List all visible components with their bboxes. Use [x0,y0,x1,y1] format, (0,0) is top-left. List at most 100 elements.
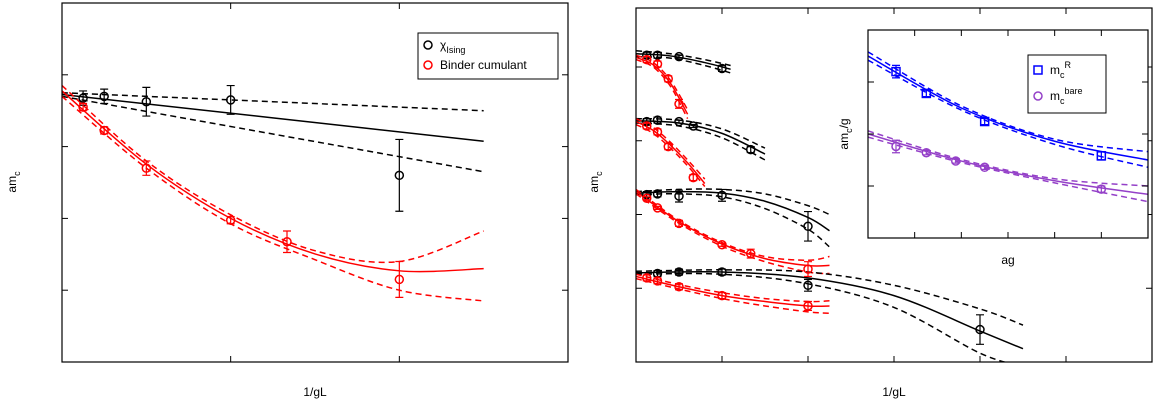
legend-label: mcbare [1050,86,1083,106]
legend-marker [1033,91,1043,101]
x-axis-label: ag [1001,253,1014,267]
marker [803,264,813,274]
marker [717,267,727,277]
error-bar [675,54,683,59]
error-bar [653,205,662,210]
fit-line [636,275,830,308]
x-axis-label: 1/gL [303,385,327,399]
text-part: am [5,176,19,193]
plot-area [636,50,1024,362]
marker [717,190,727,201]
marker [225,215,236,225]
marker [225,95,236,105]
fit-line [636,272,1008,362]
fit-line [62,90,484,273]
error-bar [718,242,726,247]
fit-line [62,95,484,302]
error-bar [226,84,235,115]
text-part: am [587,176,601,193]
marker [652,189,663,199]
marker [950,156,961,166]
marker [717,239,727,250]
error-bar [980,164,989,170]
marker [717,63,727,74]
marker [78,93,88,103]
marker [891,141,901,152]
marker [674,116,684,127]
text-part: χ [440,38,447,52]
fit-line [636,50,731,67]
plot-area [868,51,1148,203]
fit-line [62,95,484,173]
error-bar [804,261,812,278]
legend-label: mcR [1050,60,1072,80]
fit-line [868,51,1148,153]
marker [652,50,663,60]
marker [99,125,109,136]
marker [688,172,699,183]
marker [745,144,756,155]
error-bar [922,89,931,98]
fit-line [636,54,689,111]
marker [745,248,756,259]
marker [975,324,985,335]
error-bar [395,260,404,298]
error-bar [980,117,989,126]
text-part: /g [837,118,851,128]
marker [674,282,684,292]
fit-line [636,193,830,248]
marker [803,301,813,311]
marker [1096,184,1107,194]
error-bar [100,88,109,105]
marker [663,74,673,84]
text-part: c [12,171,22,176]
marker [674,191,684,201]
marker [141,96,152,107]
marker [979,162,990,173]
error-bar [976,314,984,345]
marker [282,236,292,247]
marker [1096,151,1107,161]
fit-line [868,136,1148,203]
error-bar [951,158,960,164]
marker [652,276,663,286]
y-axis-label: amc [587,171,604,193]
marker [642,193,652,204]
fit-line [636,120,766,155]
marker [674,51,684,62]
fit-line [636,58,689,119]
legend-marker [423,60,433,70]
y-axis-label: amc [5,171,22,193]
marker [688,121,699,131]
plot-area [62,84,484,302]
fit-line [636,190,830,232]
fit-line [636,123,706,187]
text-part: Ising [446,45,465,55]
legend-box [1027,54,1107,114]
error-bar [395,138,404,212]
plot-frame [635,7,1153,363]
text-part: c [1060,70,1065,80]
marker [652,127,663,137]
marker [642,54,652,65]
text-part: c [844,128,854,133]
marker [674,99,684,109]
marker [663,141,673,152]
marker [652,203,663,213]
text-part: R [1065,60,1072,70]
marker [921,147,932,158]
marker [803,221,813,232]
error-bar [283,230,292,254]
error-bar [922,150,931,156]
fit-line [868,133,1148,196]
marker [642,121,652,131]
legend-box [417,32,559,80]
marker [921,88,932,99]
error-bar [675,119,683,124]
text-part: m [1050,63,1060,77]
marker [891,66,901,77]
fit-line [636,269,1024,326]
